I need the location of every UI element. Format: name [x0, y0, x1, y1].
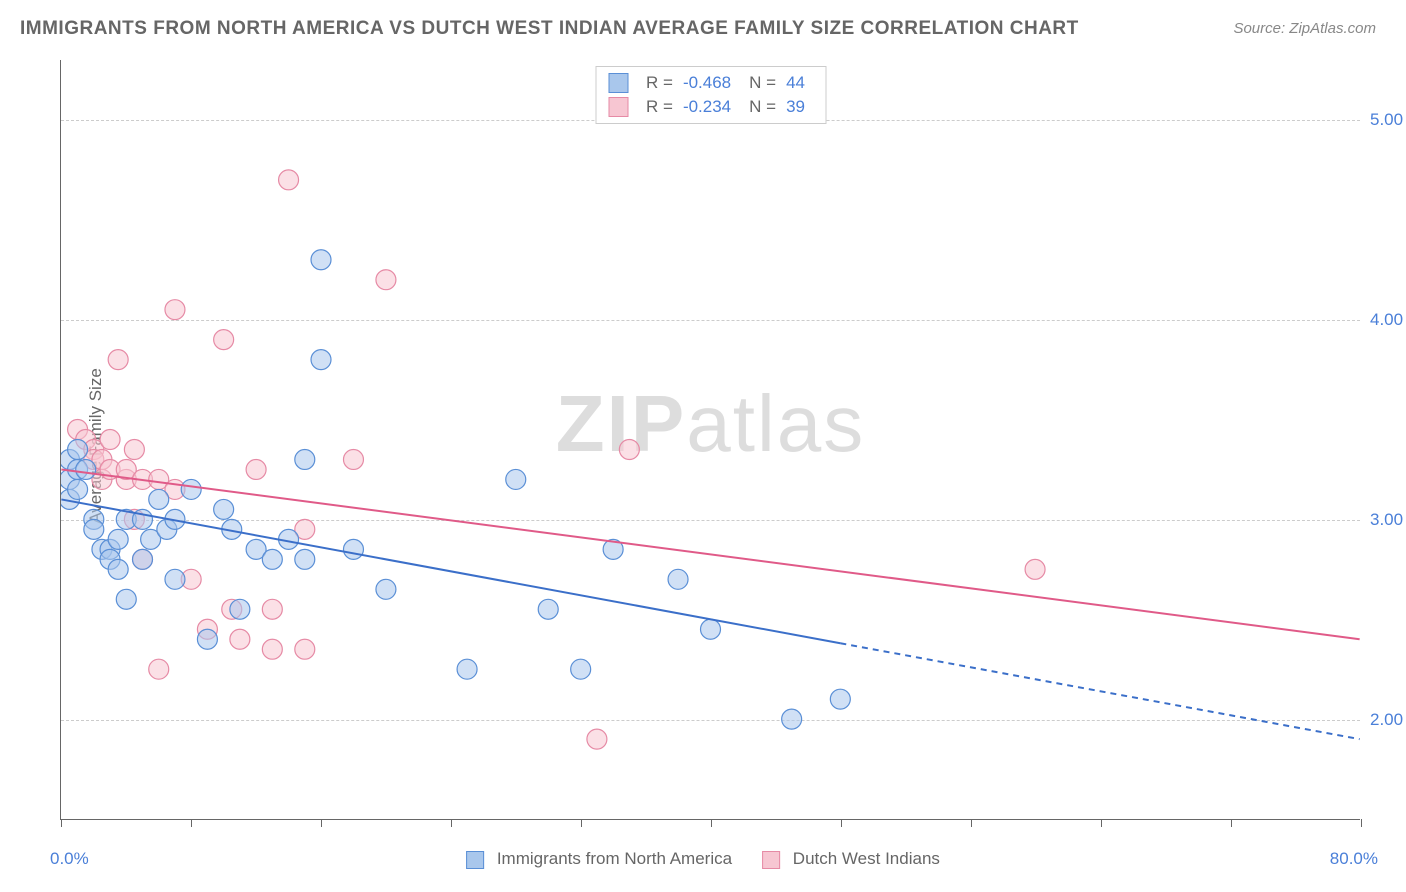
legend-item-a: Immigrants from North America	[466, 849, 732, 869]
scatter-point	[587, 729, 607, 749]
scatter-point	[311, 250, 331, 270]
scatter-point	[295, 639, 315, 659]
scatter-point	[619, 440, 639, 460]
x-tick	[451, 819, 452, 827]
scatter-point	[538, 599, 558, 619]
x-axis-min-label: 0.0%	[50, 849, 89, 869]
scatter-point	[116, 589, 136, 609]
scatter-point	[343, 539, 363, 559]
scatter-point	[262, 549, 282, 569]
scatter-point	[830, 689, 850, 709]
scatter-point	[84, 519, 104, 539]
scatter-point	[343, 449, 363, 469]
scatter-point	[262, 639, 282, 659]
scatter-point	[295, 449, 315, 469]
scatter-point	[165, 569, 185, 589]
scatter-point	[108, 559, 128, 579]
x-tick	[971, 819, 972, 827]
scatter-point	[1025, 559, 1045, 579]
x-tick	[841, 819, 842, 827]
y-tick-label: 5.00	[1370, 110, 1406, 130]
scatter-point	[701, 619, 721, 639]
x-tick	[1101, 819, 1102, 827]
scatter-point	[181, 479, 201, 499]
scatter-point	[376, 579, 396, 599]
x-axis-max-label: 80.0%	[1330, 849, 1378, 869]
scatter-point	[506, 469, 526, 489]
n-label-a: N =	[749, 73, 776, 93]
x-tick	[1231, 819, 1232, 827]
n-value-a: 44	[786, 73, 805, 93]
scatter-point	[230, 629, 250, 649]
r-value-a: -0.468	[683, 73, 731, 93]
scatter-point	[246, 459, 266, 479]
legend-swatch-b	[608, 97, 628, 117]
scatter-point	[149, 659, 169, 679]
plot-area: ZIPatlas R = -0.468 N = 44 R = -0.234 N …	[60, 60, 1360, 820]
scatter-point	[108, 529, 128, 549]
x-tick	[711, 819, 712, 827]
scatter-point	[76, 459, 96, 479]
legend-item-b: Dutch West Indians	[762, 849, 940, 869]
scatter-point	[214, 330, 234, 350]
r-value-b: -0.234	[683, 97, 731, 117]
y-tick-label: 3.00	[1370, 510, 1406, 530]
scatter-point	[68, 479, 88, 499]
scatter-svg	[61, 60, 1360, 819]
scatter-point	[230, 599, 250, 619]
scatter-point	[108, 350, 128, 370]
legend-label-a: Immigrants from North America	[497, 849, 732, 868]
correlation-legend: R = -0.468 N = 44 R = -0.234 N = 39	[595, 66, 826, 124]
scatter-point	[100, 430, 120, 450]
series-legend: Immigrants from North America Dutch West…	[466, 849, 940, 869]
x-tick	[1361, 819, 1362, 827]
scatter-point	[279, 170, 299, 190]
y-tick-label: 2.00	[1370, 710, 1406, 730]
source-credit: Source: ZipAtlas.com	[1233, 20, 1376, 37]
scatter-point	[149, 489, 169, 509]
r-label-a: R =	[646, 73, 673, 93]
scatter-point	[197, 629, 217, 649]
scatter-point	[782, 709, 802, 729]
regression-line	[840, 643, 1359, 739]
x-tick	[61, 819, 62, 827]
legend-swatch-a2	[466, 851, 484, 869]
legend-row-b: R = -0.234 N = 39	[608, 95, 813, 119]
y-tick-label: 4.00	[1370, 310, 1406, 330]
x-tick	[191, 819, 192, 827]
scatter-point	[262, 599, 282, 619]
scatter-point	[311, 350, 331, 370]
scatter-point	[165, 300, 185, 320]
scatter-point	[295, 549, 315, 569]
legend-swatch-a	[608, 73, 628, 93]
scatter-point	[124, 440, 144, 460]
scatter-point	[668, 569, 688, 589]
legend-swatch-b2	[762, 851, 780, 869]
chart-title: IMMIGRANTS FROM NORTH AMERICA VS DUTCH W…	[20, 18, 1079, 40]
scatter-point	[214, 499, 234, 519]
r-label-b: R =	[646, 97, 673, 117]
scatter-point	[571, 659, 591, 679]
n-value-b: 39	[786, 97, 805, 117]
x-tick	[321, 819, 322, 827]
x-tick	[581, 819, 582, 827]
legend-row-a: R = -0.468 N = 44	[608, 71, 813, 95]
scatter-point	[457, 659, 477, 679]
scatter-point	[68, 440, 88, 460]
scatter-point	[133, 549, 153, 569]
n-label-b: N =	[749, 97, 776, 117]
legend-label-b: Dutch West Indians	[793, 849, 940, 868]
chart-container: IMMIGRANTS FROM NORTH AMERICA VS DUTCH W…	[0, 0, 1406, 892]
scatter-point	[376, 270, 396, 290]
